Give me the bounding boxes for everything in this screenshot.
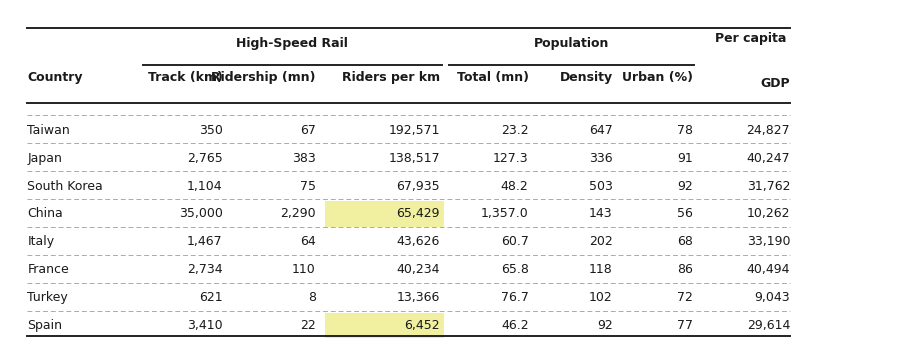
Text: 33,190: 33,190	[747, 235, 790, 248]
Text: 86: 86	[676, 263, 693, 276]
Text: 29,614: 29,614	[747, 319, 790, 332]
Text: 503: 503	[589, 180, 613, 192]
Text: 75: 75	[299, 180, 316, 192]
Text: 2,734: 2,734	[187, 263, 223, 276]
Text: 22: 22	[300, 319, 316, 332]
Text: 1,467: 1,467	[187, 235, 223, 248]
Text: 6,452: 6,452	[404, 319, 440, 332]
Text: France: France	[28, 263, 69, 276]
Text: 43,626: 43,626	[396, 235, 440, 248]
Text: 72: 72	[676, 291, 693, 304]
Text: 77: 77	[676, 319, 693, 332]
Text: 102: 102	[589, 291, 613, 304]
Text: 24,827: 24,827	[747, 124, 790, 137]
Text: 9,043: 9,043	[755, 291, 790, 304]
Text: Population: Population	[534, 37, 609, 50]
Text: 65,429: 65,429	[396, 207, 440, 220]
Text: 350: 350	[199, 124, 223, 137]
Text: 118: 118	[589, 263, 613, 276]
Bar	[324, 313, 444, 338]
Text: 110: 110	[292, 263, 316, 276]
Text: 1,357.0: 1,357.0	[480, 207, 529, 220]
Text: Turkey: Turkey	[28, 291, 68, 304]
Text: Japan: Japan	[28, 152, 62, 165]
Text: South Korea: South Korea	[28, 180, 103, 192]
Text: Spain: Spain	[28, 319, 62, 332]
Text: 46.2: 46.2	[501, 319, 529, 332]
Text: Density: Density	[560, 71, 613, 84]
Text: 647: 647	[589, 124, 613, 137]
Text: High-Speed Rail: High-Speed Rail	[237, 37, 348, 50]
Text: 127.3: 127.3	[492, 152, 529, 165]
Text: Country: Country	[28, 71, 83, 84]
Text: 92: 92	[597, 319, 613, 332]
Text: 383: 383	[292, 152, 316, 165]
Text: 2,765: 2,765	[187, 152, 223, 165]
Text: 60.7: 60.7	[501, 235, 529, 248]
Text: 202: 202	[589, 235, 613, 248]
Text: 143: 143	[590, 207, 613, 220]
Text: GDP: GDP	[760, 77, 790, 90]
Text: 67,935: 67,935	[396, 180, 440, 192]
Text: Riders per km: Riders per km	[342, 71, 440, 84]
Text: 138,517: 138,517	[388, 152, 440, 165]
Text: 23.2: 23.2	[501, 124, 529, 137]
Text: 65.8: 65.8	[501, 263, 529, 276]
Text: 621: 621	[199, 291, 223, 304]
Text: 67: 67	[299, 124, 316, 137]
Text: 8: 8	[308, 291, 316, 304]
Text: Track (km): Track (km)	[148, 71, 223, 84]
Text: 35,000: 35,000	[178, 207, 223, 220]
Text: Per capita: Per capita	[714, 32, 786, 45]
Text: 31,762: 31,762	[747, 180, 790, 192]
Text: 76.7: 76.7	[501, 291, 529, 304]
Text: 56: 56	[676, 207, 693, 220]
Text: 40,247: 40,247	[747, 152, 790, 165]
Text: 48.2: 48.2	[501, 180, 529, 192]
Text: Ridership (mn): Ridership (mn)	[212, 71, 316, 84]
Text: Total (mn): Total (mn)	[456, 71, 529, 84]
Text: 336: 336	[590, 152, 613, 165]
Text: 92: 92	[677, 180, 693, 192]
Text: 2,290: 2,290	[280, 207, 316, 220]
Text: Italy: Italy	[28, 235, 55, 248]
Text: 64: 64	[300, 235, 316, 248]
Text: China: China	[28, 207, 63, 220]
Text: 78: 78	[676, 124, 693, 137]
Text: 13,366: 13,366	[396, 291, 440, 304]
Text: 91: 91	[677, 152, 693, 165]
Text: 10,262: 10,262	[747, 207, 790, 220]
Text: Urban (%): Urban (%)	[622, 71, 693, 84]
Text: 1,104: 1,104	[187, 180, 223, 192]
Text: 40,234: 40,234	[396, 263, 440, 276]
Text: 40,494: 40,494	[747, 263, 790, 276]
Text: 192,571: 192,571	[388, 124, 440, 137]
Bar	[324, 201, 444, 226]
Text: 3,410: 3,410	[187, 319, 223, 332]
Text: 68: 68	[676, 235, 693, 248]
Text: Taiwan: Taiwan	[28, 124, 70, 137]
